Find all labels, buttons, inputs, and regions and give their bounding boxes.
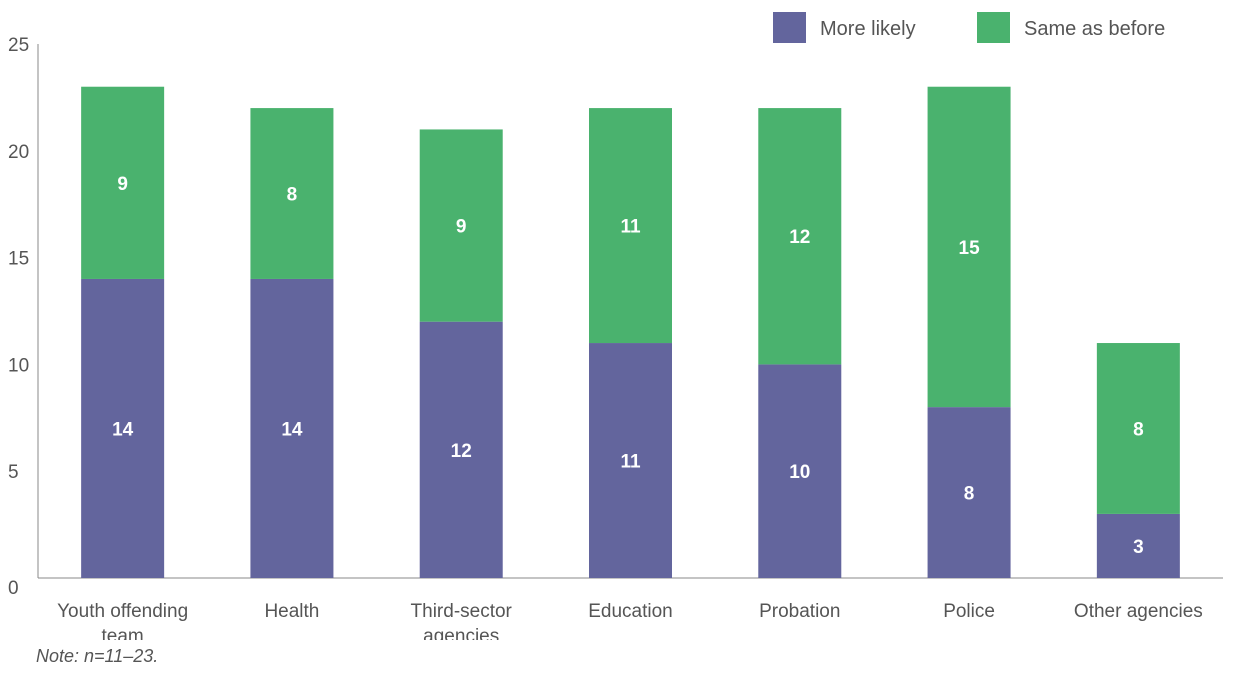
data-label: 14	[112, 419, 134, 440]
bar-segment-same-as-before	[758, 108, 842, 365]
bar-segment-more-likely	[589, 343, 672, 578]
data-label: 10	[789, 462, 810, 483]
stacked-bar-chart: 0 5 10 15 20 25 14 9 14 8 12 9 11 11 10 12 8 15 3 8 Youth …	[8, 12, 1223, 640]
data-label: 11	[620, 217, 641, 238]
x-tick-label: Third-sector agencies	[411, 601, 513, 640]
data-label: 8	[964, 484, 975, 505]
data-label: 12	[789, 227, 810, 248]
legend-swatch	[773, 12, 806, 43]
x-tick-label: Other agencies	[1074, 601, 1203, 622]
y-tick-label: 15	[8, 249, 29, 270]
legend-label: More likely	[820, 18, 916, 40]
y-axis: 0 5 10 15 20 25	[8, 35, 1223, 599]
bar-segment-more-likely	[1096, 513, 1180, 578]
bar-segment-more-likely	[419, 321, 503, 578]
bars: 14 9 14 8 12 9 11 11 10 12 8 15 3 8	[81, 86, 1180, 578]
legend: More likely Same as before	[773, 12, 1165, 43]
x-axis: Youth offending team Health Third-sector age…	[57, 601, 1203, 640]
chart-note: Note: n=11–23.	[36, 646, 159, 666]
x-tick-label: Probation	[759, 601, 840, 622]
data-label: 9	[456, 217, 467, 238]
bar-segment-same-as-before	[927, 86, 1011, 408]
data-label: 14	[281, 419, 303, 440]
y-tick-label: 0	[8, 578, 19, 599]
bar-segment-same-as-before	[589, 108, 672, 344]
bar-segment-more-likely	[927, 407, 1011, 578]
bar-segment-same-as-before	[250, 108, 334, 279]
data-label: 15	[959, 238, 981, 259]
x-tick-label: Education	[588, 601, 673, 622]
x-tick-label: Police	[943, 601, 995, 622]
data-label: 8	[287, 185, 298, 206]
data-label: 8	[1133, 419, 1144, 440]
data-label: 11	[620, 452, 641, 473]
legend-swatch	[977, 12, 1010, 43]
data-label: 12	[451, 441, 472, 462]
legend-label: Same as before	[1024, 18, 1165, 40]
y-tick-label: 10	[8, 355, 29, 376]
data-label: 3	[1133, 537, 1144, 558]
data-label: 9	[117, 174, 128, 195]
bar-segment-same-as-before	[81, 86, 165, 279]
x-tick-label: Youth offending team	[57, 601, 188, 640]
bar-segment-more-likely	[758, 364, 842, 578]
bar-segment-more-likely	[81, 278, 165, 578]
bar-segment-more-likely	[250, 278, 334, 578]
bar-segment-same-as-before	[419, 129, 503, 322]
y-tick-label: 20	[8, 142, 29, 163]
bar-segment-same-as-before	[1096, 343, 1180, 514]
x-tick-label: Health	[264, 601, 319, 622]
y-tick-label: 25	[8, 35, 29, 56]
y-tick-label: 5	[8, 462, 19, 483]
